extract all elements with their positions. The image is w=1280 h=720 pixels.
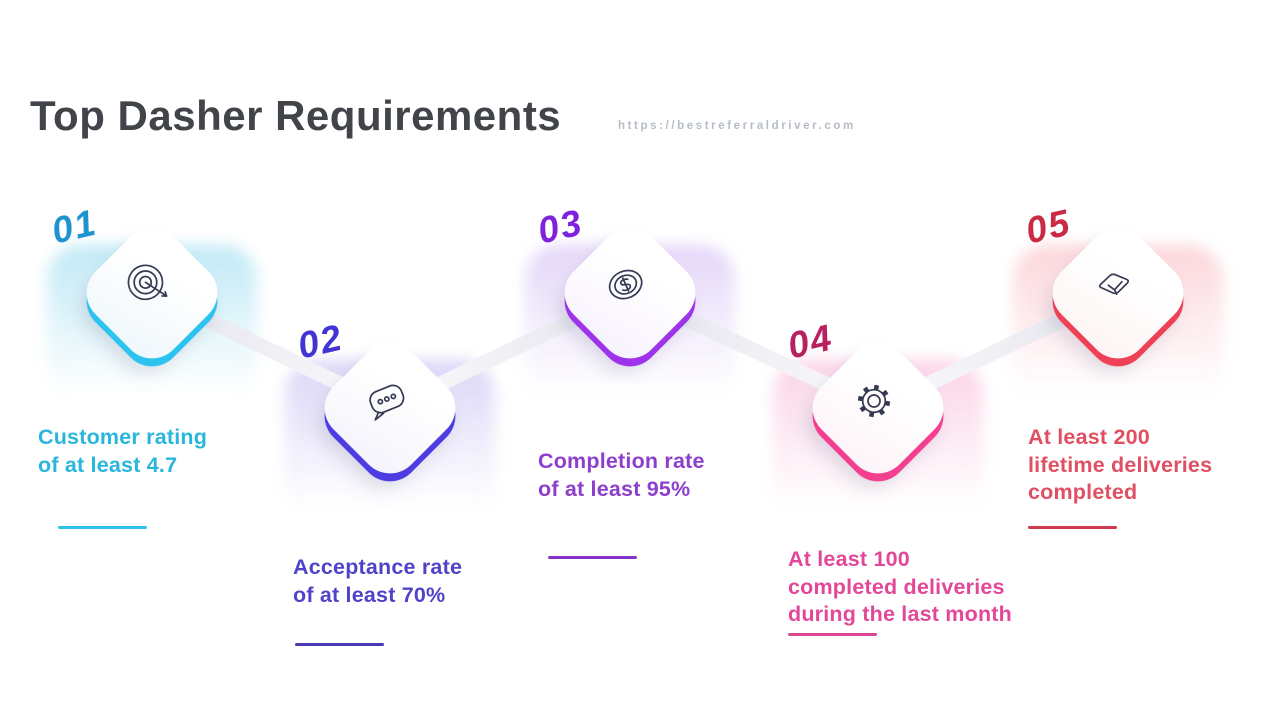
- step-label: Completion rate of at least 95%: [538, 449, 705, 501]
- step-underline: [58, 526, 147, 529]
- step-underline: [1028, 526, 1117, 529]
- step-label: Customer rating of at least 4.7: [38, 425, 208, 477]
- step-label: At least 200 lifetime deliveries complet…: [1028, 425, 1213, 505]
- step-label: At least 100 completed deliveries during…: [788, 547, 1012, 627]
- dollar-coin-icon: [594, 254, 657, 317]
- step-underline: [295, 643, 384, 646]
- target-icon: [116, 254, 179, 317]
- delivery-box-check-icon: [1082, 254, 1145, 317]
- chat-bubble-icon: [354, 369, 417, 432]
- website-url: https://bestreferraldriver.com: [618, 120, 856, 132]
- step-underline: [788, 633, 877, 636]
- gear-icon: [842, 369, 905, 432]
- page-title: Top Dasher Requirements: [30, 92, 562, 139]
- step-label: Acceptance rate of at least 70%: [293, 555, 463, 607]
- step-underline: [548, 556, 637, 559]
